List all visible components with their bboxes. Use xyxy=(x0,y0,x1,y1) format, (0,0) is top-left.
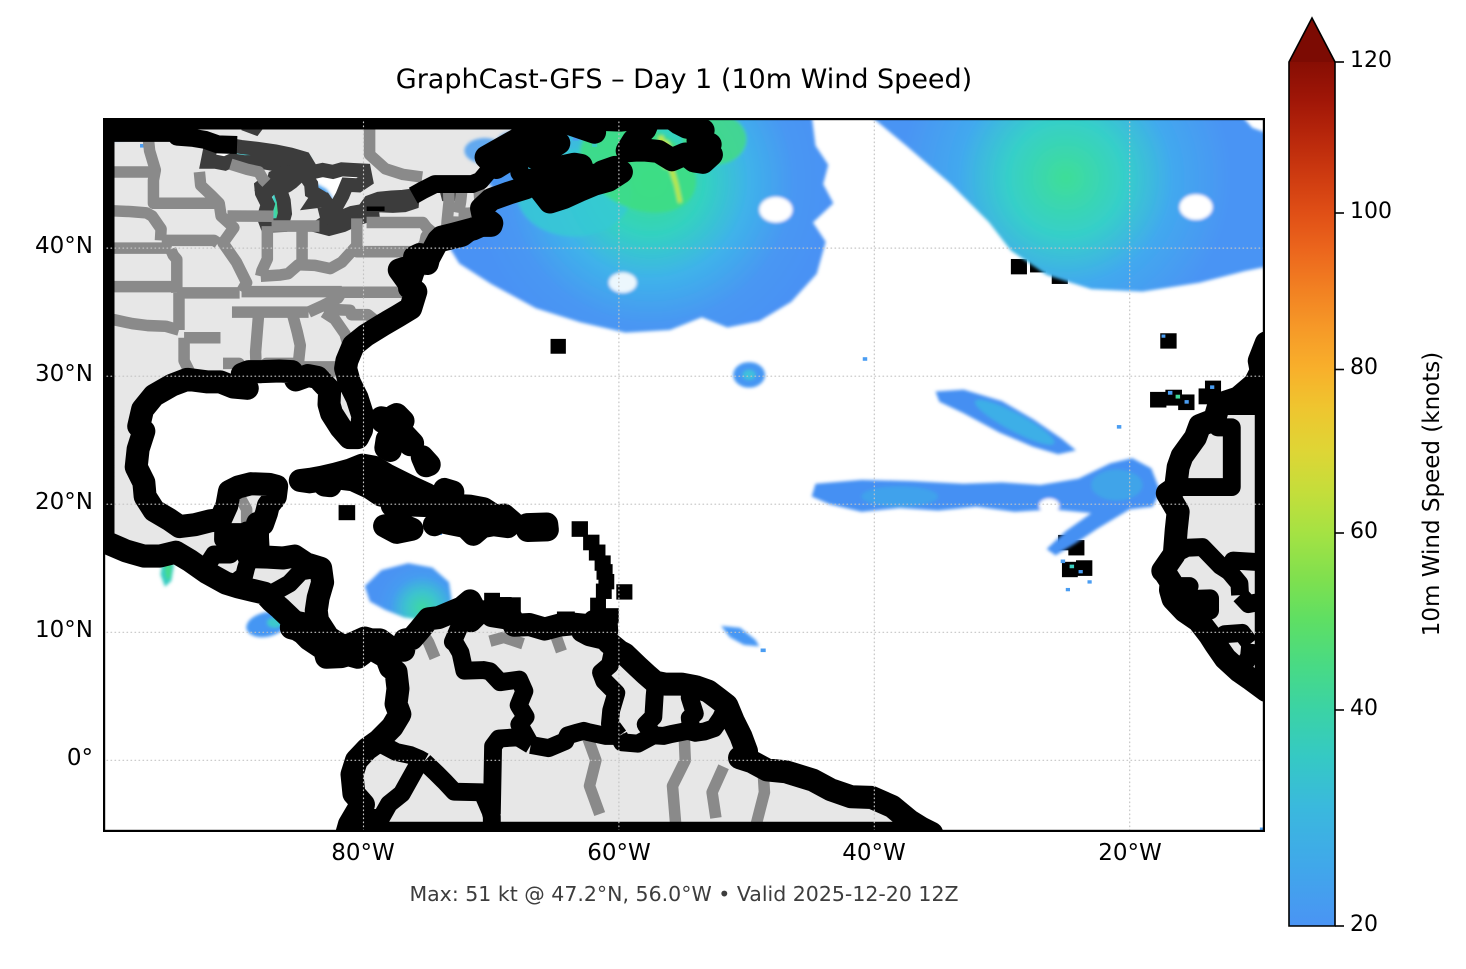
colorbar-tick-label: 100 xyxy=(1350,199,1392,224)
y-tick-label: 0° xyxy=(66,745,93,771)
chart-title: GraphCast-GFS – Day 1 (10m Wind Speed) xyxy=(395,64,973,95)
geo-layer xyxy=(103,118,1265,832)
colorbar-tick-label: 120 xyxy=(1350,48,1392,73)
colorbar-gradient xyxy=(1289,62,1335,926)
x-tick-label: 40°W xyxy=(842,840,906,866)
gridlines xyxy=(103,118,1265,832)
caption: Max: 51 kt @ 47.2°N, 56.0°W • Valid 2025… xyxy=(409,882,959,906)
colorbar-outline xyxy=(1288,16,1336,927)
y-tick-label: 10°N xyxy=(35,617,93,643)
x-tick-label: 60°W xyxy=(587,840,651,866)
axes-border xyxy=(103,118,1265,832)
x-tick-label: 20°W xyxy=(1098,840,1162,866)
colorbar-tick-label: 60 xyxy=(1350,519,1378,544)
brazil-patch xyxy=(721,625,760,647)
colorbar-tick-label: 40 xyxy=(1350,696,1378,721)
colorbar-tick-label: 80 xyxy=(1350,355,1378,380)
y-tick-label: 30°N xyxy=(35,361,93,387)
y-tick-label: 20°N xyxy=(35,489,93,515)
y-tick-label: 40°N xyxy=(35,233,93,259)
colorbar-axis-label: 10m Wind Speed (knots) xyxy=(1419,351,1445,637)
x-tick-label: 80°W xyxy=(331,840,395,866)
colorbar xyxy=(1288,16,1344,927)
colorbar-tick-label: 20 xyxy=(1350,912,1378,937)
country-borders xyxy=(103,119,1265,832)
caribbean-jet xyxy=(364,563,452,621)
trade-wind-band xyxy=(811,458,1161,556)
colorbar-ticks xyxy=(1335,61,1344,927)
colorbar-extend-arrow xyxy=(1289,18,1335,62)
map-plot xyxy=(103,118,1265,832)
